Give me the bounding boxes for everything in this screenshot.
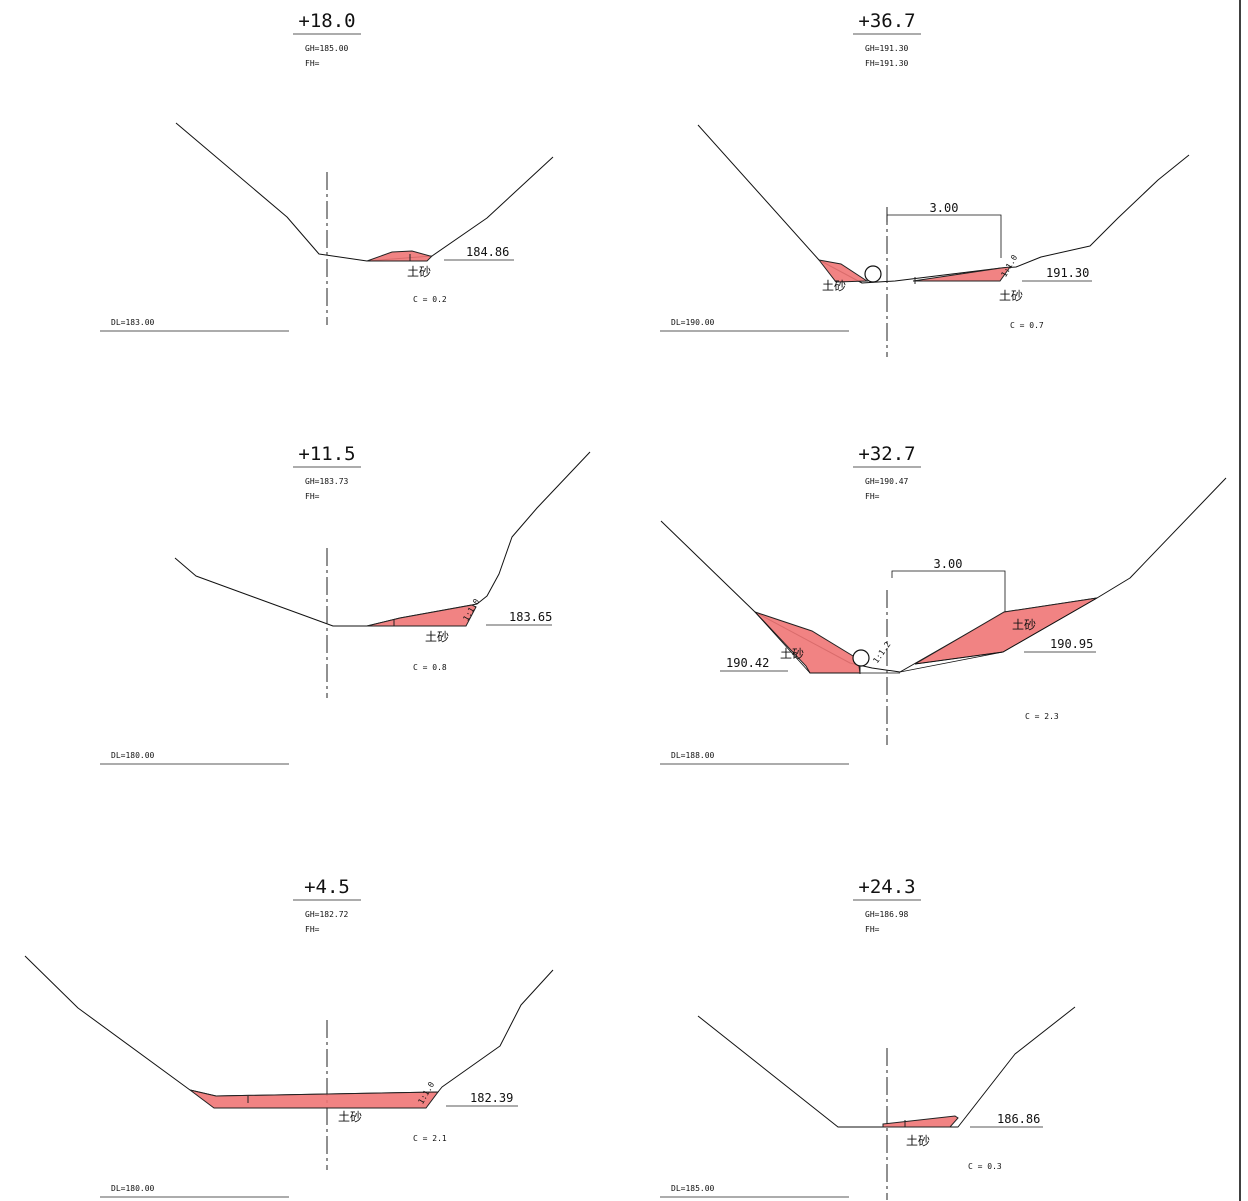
coefficient-label: C = 0.3 (968, 1162, 1002, 1171)
width-label: 3.00 (934, 557, 963, 571)
formation-height-label: FH= (305, 492, 320, 501)
coefficient-label: C = 2.3 (1025, 712, 1059, 721)
datum-label: DL=180.00 (111, 1184, 155, 1193)
elevation-label: 190.95 (1050, 637, 1093, 651)
material-label: 土砂 (407, 265, 431, 279)
elevation-label: 183.65 (509, 610, 552, 624)
coefficient-label: C = 0.7 (1010, 321, 1044, 330)
width-label: 3.00 (930, 201, 959, 215)
ground-height-label: GH=185.00 (305, 44, 349, 53)
datum-label: DL=190.00 (671, 318, 715, 327)
datum-label: DL=180.00 (111, 751, 155, 760)
material-label: 土砂 (999, 289, 1023, 303)
coefficient-label: C = 0.8 (413, 663, 447, 672)
material-label: 土砂 (425, 630, 449, 644)
station-label: +32.7 (858, 443, 915, 465)
formation-height-label: FH=191.30 (865, 59, 909, 68)
datum-label: DL=183.00 (111, 318, 155, 327)
station-label: +24.3 (858, 876, 915, 898)
formation-height-label: FH= (305, 925, 320, 934)
drain-pipe-icon (853, 650, 869, 666)
formation-height-label: FH= (305, 59, 320, 68)
station-label: +18.0 (298, 10, 355, 32)
station-label: +36.7 (858, 10, 915, 32)
station-label: +4.5 (304, 876, 350, 898)
ground-height-label: GH=186.98 (865, 910, 909, 919)
material-label: 土砂 (338, 1110, 362, 1124)
formation-height-label: FH= (865, 925, 880, 934)
material-label-left: 土砂 (822, 279, 846, 293)
material-label-left: 土砂 (780, 647, 804, 661)
ground-height-label: GH=182.72 (305, 910, 349, 919)
material-label: 土砂 (1012, 618, 1036, 632)
elevation-label: 191.30 (1046, 266, 1089, 280)
material-label: 土砂 (906, 1134, 930, 1148)
coefficient-label: C = 2.1 (413, 1134, 447, 1143)
ground-height-label: GH=191.30 (865, 44, 909, 53)
elevation-label: 182.39 (470, 1091, 513, 1105)
formation-height-label: FH= (865, 492, 880, 501)
datum-label: DL=185.00 (671, 1184, 715, 1193)
ground-height-label: GH=190.47 (865, 477, 909, 486)
elevation-label: 186.86 (997, 1112, 1040, 1126)
elevation-label-left: 190.42 (726, 656, 769, 670)
ground-height-label: GH=183.73 (305, 477, 349, 486)
datum-label: DL=188.00 (671, 751, 715, 760)
station-label: +11.5 (298, 443, 355, 465)
coefficient-label: C = 0.2 (413, 295, 447, 304)
drain-pipe-icon (865, 266, 881, 282)
elevation-label: 184.86 (466, 245, 509, 259)
